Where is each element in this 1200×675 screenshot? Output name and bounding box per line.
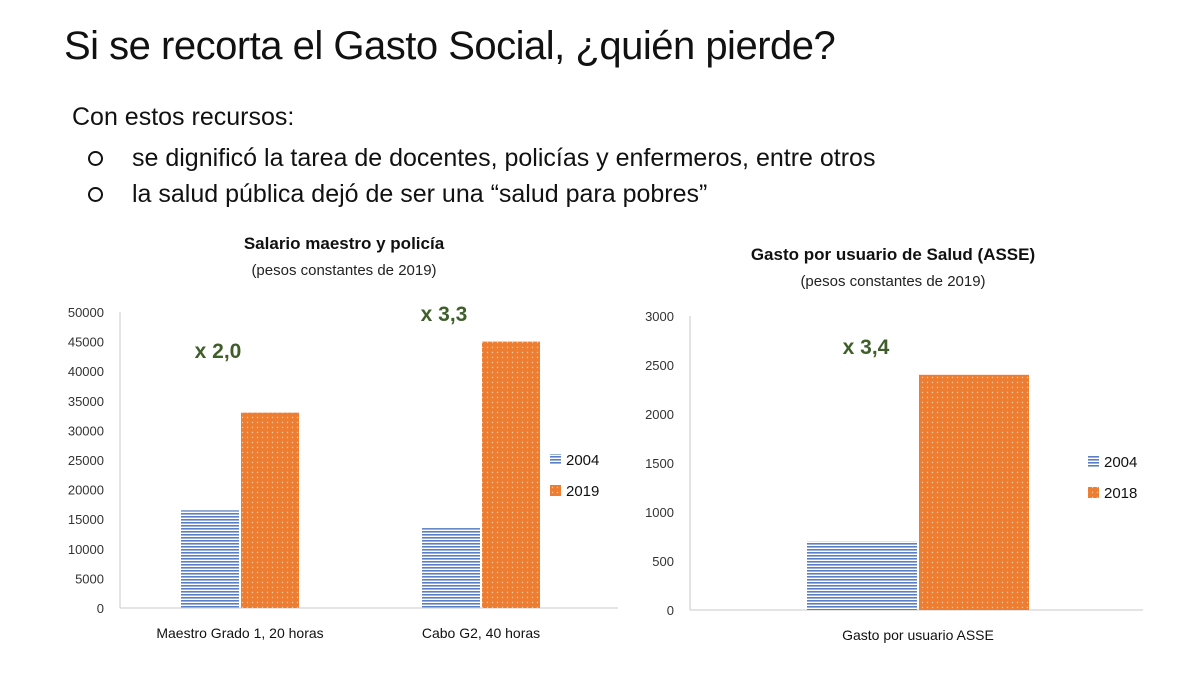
bar-2018 [919, 374, 1029, 610]
chart-title: Salario maestro y policía [244, 234, 445, 253]
y-tick-label: 5000 [75, 571, 104, 586]
y-tick-label: 35000 [68, 394, 104, 409]
bar-2019 [482, 341, 540, 608]
bullet-list: se dignificó la tarea de docentes, polic… [88, 140, 875, 212]
legend-swatch-2004 [1088, 456, 1099, 467]
x-category-label: Gasto por usuario ASSE [842, 627, 994, 643]
y-tick-label: 0 [667, 603, 674, 618]
bar-2004 [422, 528, 480, 608]
legend-label: 2004 [1104, 454, 1137, 471]
bullet-item: la salud pública dejó de ser una “salud … [88, 176, 875, 212]
bar-2019 [241, 412, 299, 608]
growth-annotation: x 3,3 [421, 303, 468, 326]
y-tick-label: 30000 [68, 423, 104, 438]
y-tick-label: 25000 [68, 453, 104, 468]
y-tick-label: 15000 [68, 512, 104, 527]
chart-title: Gasto por usuario de Salud (ASSE) [751, 245, 1035, 264]
y-tick-label: 10000 [68, 542, 104, 557]
growth-annotation: x 2,0 [195, 340, 242, 363]
y-tick-label: 3000 [645, 309, 674, 324]
x-category-label: Maestro Grado 1, 20 horas [156, 625, 323, 641]
y-tick-label: 500 [652, 554, 674, 569]
y-tick-label: 1000 [645, 505, 674, 520]
y-tick-label: 1500 [645, 456, 674, 471]
legend-swatch-2004 [550, 454, 561, 465]
chart-subtitle: (pesos constantes de 2019) [251, 262, 436, 279]
y-tick-label: 20000 [68, 483, 104, 498]
legend-label: 2004 [566, 452, 599, 469]
bullet-text: se dignificó la tarea de docentes, polic… [132, 144, 876, 172]
y-tick-label: 0 [97, 601, 104, 616]
y-tick-label: 2500 [645, 358, 674, 373]
y-tick-label: 50000 [68, 305, 104, 320]
x-category-label: Cabo G2, 40 horas [422, 625, 540, 641]
bar-2004 [807, 541, 917, 610]
circle-bullet-icon [88, 187, 103, 202]
bullet-text: la salud pública dejó de ser una “salud … [132, 180, 708, 208]
legend-label: 2019 [566, 483, 599, 500]
y-tick-label: 2000 [645, 407, 674, 422]
y-tick-label: 45000 [68, 335, 104, 350]
slide-title: Si se recorta el Gasto Social, ¿quién pi… [64, 24, 836, 68]
legend-swatch-2019 [550, 485, 561, 496]
intro-text: Con estos recursos: [72, 103, 295, 131]
circle-bullet-icon [88, 151, 103, 166]
bullet-item: se dignificó la tarea de docentes, polic… [88, 140, 875, 176]
y-tick-label: 40000 [68, 364, 104, 379]
legend-swatch-2018 [1088, 487, 1099, 498]
chart-subtitle: (pesos constantes de 2019) [800, 273, 985, 290]
bar-2004 [181, 510, 239, 608]
legend-label: 2018 [1104, 485, 1137, 502]
growth-annotation: x 3,4 [843, 336, 890, 359]
